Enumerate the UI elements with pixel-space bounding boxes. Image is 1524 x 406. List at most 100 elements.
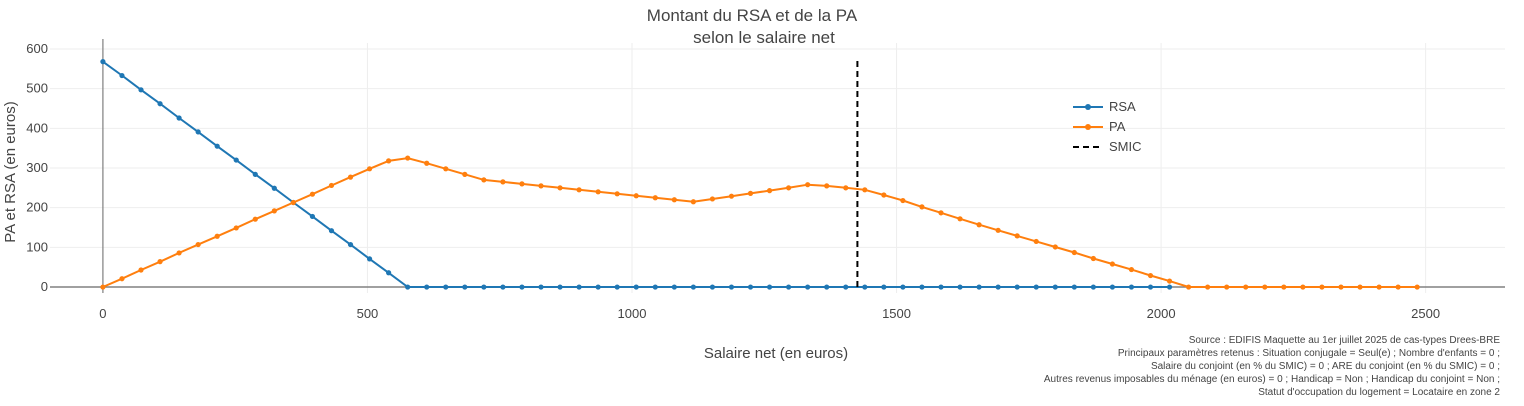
pa-data-point (805, 182, 811, 188)
rsa-data-point (881, 284, 887, 290)
rsa-data-point (195, 129, 201, 135)
pa-data-point (1224, 284, 1230, 290)
legend-label-smic: SMIC (1109, 139, 1142, 154)
y-axis-title: PA et RSA (en euros) (2, 101, 19, 242)
rsa-data-point (405, 284, 411, 290)
pa-data-point (957, 216, 963, 222)
rsa-data-point (728, 284, 735, 290)
y-tick-label: 400 (26, 120, 48, 135)
pa-data-point (1205, 284, 1211, 290)
y-tick-label: 0 (41, 279, 48, 294)
pa-data-point (1376, 284, 1382, 290)
y-tick-label: 300 (26, 160, 48, 175)
rsa-data-point (366, 256, 373, 262)
rsa-data-point (976, 284, 982, 290)
rsa-data-point (843, 284, 849, 290)
pa-data-point (919, 204, 925, 210)
pa-data-point (519, 181, 525, 187)
rsa-data-point (538, 284, 544, 290)
pa-series-line (102, 157, 1418, 288)
chart-title-line-2: selon le salaire net (693, 28, 835, 47)
rsa-data-point (1109, 284, 1116, 290)
pa-data-point (271, 208, 277, 214)
chart-title: Montant du RSA et de la PA selon le sala… (647, 6, 858, 47)
pa-data-point (900, 197, 906, 204)
rsa-data-point (138, 87, 144, 93)
rsa-data-point (481, 284, 487, 290)
pa-data-point (671, 197, 677, 203)
rsa-data-point (328, 228, 335, 234)
rsa-data-point (824, 284, 830, 290)
pa-data-point (576, 187, 582, 193)
pa-data-point (633, 193, 639, 199)
rsa-data-point (862, 284, 868, 290)
pa-data-point (252, 216, 258, 222)
legend-marker-rsa (1085, 104, 1091, 110)
rsa-data-point (271, 185, 277, 191)
y-tick-label: 200 (26, 200, 48, 215)
rsa-data-point (766, 284, 773, 290)
rsa-data-point (157, 101, 163, 107)
series (100, 59, 1420, 290)
rsa-data-point (709, 284, 716, 290)
pa-data-point (595, 189, 601, 195)
source-notes: Source : EDIFIS Maquette au 1er juillet … (1044, 335, 1501, 398)
pa-data-point (233, 225, 239, 231)
rsa-data-point (938, 284, 944, 290)
pa-data-point (366, 166, 373, 172)
rsa-data-point (1052, 284, 1058, 290)
rsa-data-point (900, 284, 906, 290)
rsa-data-point (347, 241, 354, 248)
pa-data-point (1414, 284, 1420, 290)
rsa-data-point (557, 284, 563, 290)
grid (50, 43, 1505, 293)
x-tick-label: 1500 (882, 306, 911, 321)
rsa-data-point (595, 284, 601, 290)
pa-data-point (824, 183, 830, 189)
pa-data-point (843, 185, 849, 191)
rsa-data-point (1071, 284, 1077, 290)
pa-data-point (938, 210, 944, 216)
pa-data-point (1338, 284, 1344, 290)
pa-data-point (138, 267, 144, 273)
pa-data-point (500, 179, 506, 185)
pa-data-point (347, 174, 354, 180)
rsa-data-point (633, 284, 639, 290)
legend-label-rsa: RSA (1109, 99, 1136, 114)
pa-data-point (1319, 284, 1325, 290)
rsa-data-point (690, 284, 696, 290)
pa-data-point (1186, 284, 1192, 290)
x-tick-label: 0 (99, 306, 106, 321)
rsa-data-point (252, 171, 258, 177)
rsa-data-point (805, 284, 811, 290)
rsa-data-point (386, 270, 392, 276)
pa-data-point (1071, 249, 1077, 256)
pa-data-point (786, 185, 792, 191)
pa-data-point (1128, 266, 1135, 273)
pa-data-point (443, 166, 449, 172)
rsa-data-point (1128, 284, 1135, 290)
source-line-5: Statut d'occupation du logement = Locata… (1258, 387, 1500, 398)
pa-data-point (709, 196, 716, 202)
pa-data-point (881, 192, 887, 198)
pa-data-point (328, 182, 335, 189)
pa-data-point (462, 171, 468, 177)
x-tick-label: 500 (357, 306, 379, 321)
rsa-data-point (652, 284, 658, 290)
pa-data-point (1014, 233, 1020, 239)
pa-data-point (309, 191, 316, 197)
x-axis-title: Salaire net (en euros) (704, 345, 848, 362)
pa-data-point (1243, 284, 1249, 290)
pa-data-point (386, 158, 392, 164)
legend-label-pa: PA (1109, 119, 1126, 134)
y-tick-label: 500 (26, 81, 48, 96)
x-tick-label: 2500 (1411, 306, 1440, 321)
pa-data-point (1262, 284, 1268, 290)
pa-data-point (214, 233, 220, 239)
pa-data-point (1109, 261, 1116, 267)
chart-title-line-1: Montant du RSA et de la PA (647, 6, 858, 25)
rsa-data-point (214, 143, 220, 149)
rsa-data-point (786, 284, 792, 290)
pa-data-point (538, 183, 544, 189)
